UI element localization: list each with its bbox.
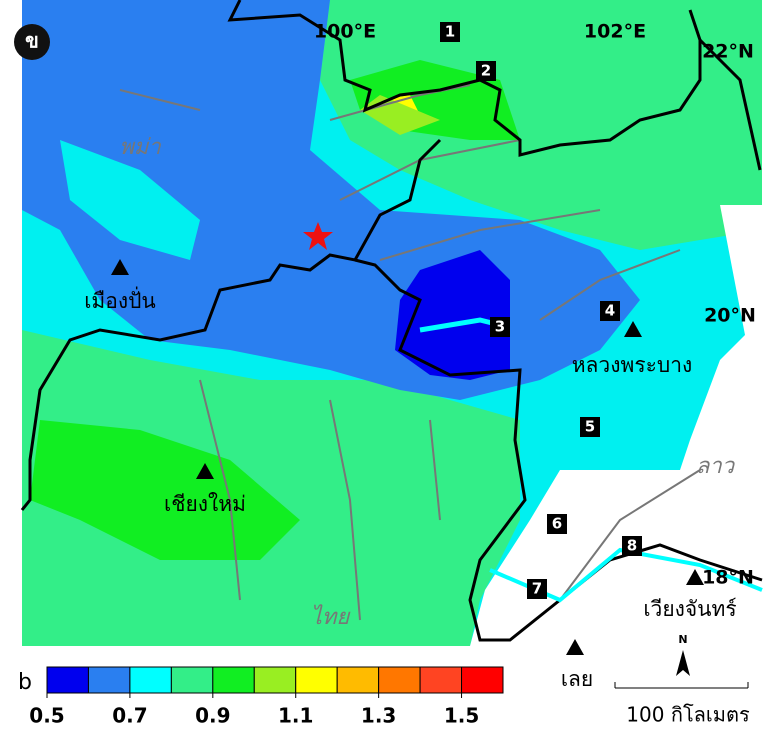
- colorbar-segment: [212, 666, 255, 694]
- borders: [20, 0, 763, 642]
- fault-badge: [600, 301, 620, 321]
- colorbar-tick-label: 1.5: [444, 704, 479, 728]
- fault-badge: [580, 417, 600, 437]
- fault-number: 2: [481, 62, 491, 80]
- colorbar-segment: [295, 666, 338, 694]
- fault-number: 7: [532, 580, 542, 598]
- fault-number: 8: [627, 537, 637, 555]
- colorbar-segment: [378, 666, 421, 694]
- colorbar-tick-label: 0.7: [112, 704, 147, 728]
- north-arrow: [676, 650, 690, 676]
- colorbar-label: b: [18, 670, 32, 695]
- city-marker: [111, 259, 129, 275]
- grid-label: 18°N: [702, 567, 754, 589]
- fault-number: 6: [552, 515, 562, 533]
- city-label: เวียงจันทร์: [643, 597, 736, 621]
- grid-label: 20°N: [704, 305, 756, 327]
- fault-badge: [440, 22, 460, 42]
- fault-badge: [490, 317, 510, 337]
- north-label: N: [678, 633, 687, 646]
- fault-number: 5: [585, 418, 595, 436]
- city-label: เมืองปั่น: [84, 286, 156, 313]
- colorbar-tick-label: 0.5: [29, 704, 64, 728]
- epicenter-star: [303, 222, 333, 250]
- fault-number: 4: [605, 302, 615, 320]
- fault-number: 3: [495, 318, 505, 336]
- scale-label: 100 กิโลเมตร: [626, 703, 750, 727]
- grid-label: 100°E: [314, 21, 376, 43]
- fault-badge: [622, 536, 642, 556]
- fault-badge: [527, 579, 547, 599]
- fault-badge: [476, 61, 496, 81]
- colorbar-segment: [419, 666, 463, 694]
- city-label: หลวงพระบาง: [572, 353, 693, 377]
- city-marker: [624, 321, 642, 337]
- colorbar-segment: [87, 666, 131, 694]
- region-label: ลาว: [696, 454, 736, 479]
- city-marker: [566, 639, 584, 655]
- region-label: พม่า: [119, 135, 161, 160]
- colorbar-tick-label: 0.9: [195, 704, 230, 728]
- grid-label: 22°N: [702, 41, 754, 63]
- city-label: เชียงใหม่: [164, 492, 246, 516]
- colorbar-segment: [336, 666, 380, 694]
- colorbar-segment: [46, 666, 89, 694]
- fault-badge: [547, 514, 567, 534]
- colorbar-segment: [170, 666, 214, 694]
- city-label: เลย: [561, 667, 593, 691]
- colorbar-tick-label: 1.3: [361, 704, 396, 728]
- fault-number: 1: [445, 23, 455, 41]
- colorbar-segment: [253, 666, 297, 694]
- colorbar-segment: [461, 666, 504, 694]
- panel-badge: [14, 24, 50, 60]
- colorbar-tick-label: 1.1: [278, 704, 313, 728]
- panel-label: ข: [25, 29, 39, 53]
- colorbar-segment: [129, 666, 172, 694]
- city-marker: [686, 569, 704, 585]
- region-label: ไทย: [311, 604, 352, 630]
- grid-label: 102°E: [584, 21, 646, 43]
- city-marker: [196, 463, 214, 479]
